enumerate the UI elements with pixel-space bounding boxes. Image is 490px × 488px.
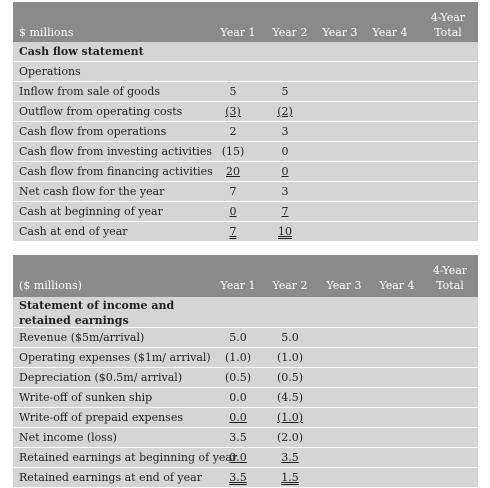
col-year-4: Year 4 — [372, 26, 408, 39]
col-year-1: Year 1 — [220, 279, 256, 292]
col-4-year: 4-Year — [430, 11, 466, 24]
row-label: Net income (loss) — [19, 431, 117, 444]
cell-year-2: (4.5) — [276, 391, 304, 404]
cell-year-1: (0.5) — [224, 371, 252, 384]
row-label: Cash flow from operations — [19, 125, 167, 138]
row-label: Retained earnings at beginning of year — [19, 451, 238, 464]
table-row: Inflow from sale of goods 5 5 — [13, 82, 478, 102]
row-label: Outflow from operating costs — [19, 105, 183, 118]
row-label: Inflow from sale of goods — [19, 85, 161, 98]
table-body: Statement of income and retained earning… — [13, 297, 478, 488]
table-row: Statement of income and retained earning… — [13, 297, 478, 328]
cell-year-1: 3.5 — [229, 431, 247, 444]
cell-year-1: 2 — [229, 125, 237, 138]
cell-year-1: 20 — [226, 165, 240, 178]
row-label: Retained earnings at end of year — [19, 471, 202, 484]
row-label: Cash at beginning of year — [19, 205, 163, 218]
cell-year-1: 0 — [229, 205, 237, 218]
cell-year-2: (1.0) — [276, 351, 304, 364]
row-label: Statement of income and retained earning… — [19, 299, 175, 327]
col-year-3: Year 3 — [326, 279, 362, 292]
row-label: Write-off of prepaid expenses — [19, 411, 183, 424]
table-row: Write-off of prepaid expenses 0.0 (1.0) — [13, 408, 478, 428]
table-row: Outflow from operating costs (3) (2) — [13, 102, 478, 122]
col-year-2: Year 2 — [272, 279, 308, 292]
row-label: Cash flow statement — [19, 45, 144, 58]
table-row: Cash flow from investing activities (15)… — [13, 142, 478, 162]
col-total: Total — [434, 26, 462, 39]
table-row: Net income (loss) 3.5 (2.0) — [13, 428, 478, 448]
table-header: ($ millions) Year 1 Year 2 Year 3 Year 4… — [13, 255, 478, 297]
col-year-4: Year 4 — [379, 279, 415, 292]
table-row: Retained earnings at end of year 3.5 1.5 — [13, 468, 478, 488]
col-year-2: Year 2 — [272, 26, 308, 39]
unit-label: $ millions — [19, 26, 74, 39]
cell-year-2: 1.5 — [281, 471, 299, 484]
cell-year-2: (2.0) — [276, 431, 304, 444]
table-row: Write-off of sunken ship 0.0 (4.5) — [13, 388, 478, 408]
col-total: Total — [436, 279, 464, 292]
cell-year-1: (15) — [221, 145, 245, 158]
table-row: Cash flow from operations 2 3 — [13, 122, 478, 142]
cell-year-2: (2) — [277, 105, 293, 118]
table-row: Retained earnings at beginning of year 0… — [13, 448, 478, 468]
cell-year-2: (1.0) — [276, 411, 304, 424]
table-body: Cash flow statement Operations Inflow fr… — [13, 42, 478, 242]
table-header: $ millions Year 1 Year 2 Year 3 Year 4 4… — [13, 2, 478, 42]
row-label: Cash flow from investing activities — [19, 145, 212, 158]
row-label: Revenue ($5m/arrival) — [19, 331, 145, 344]
table-row: Cash at end of year 7 10 — [13, 222, 478, 242]
cell-year-1: 0.0 — [229, 411, 247, 424]
row-label: Operations — [19, 65, 81, 78]
cell-year-1: (3) — [225, 105, 241, 118]
cell-year-2: 0 — [281, 145, 289, 158]
row-label: Cash flow from financing activities — [19, 165, 213, 178]
cell-year-2: (0.5) — [276, 371, 304, 384]
table-row: Cash at beginning of year 0 7 — [13, 202, 478, 222]
row-label: Net cash flow for the year — [19, 185, 165, 198]
cell-year-2: 5.0 — [281, 331, 299, 344]
row-label: Depreciation ($0.5m/ arrival) — [19, 371, 183, 384]
unit-label: ($ millions) — [19, 279, 82, 292]
table-row: Cash flow from financing activities 20 0 — [13, 162, 478, 182]
table-row: Depreciation ($0.5m/ arrival) (0.5) (0.5… — [13, 368, 478, 388]
cell-year-1: 0.0 — [229, 451, 247, 464]
cell-year-2: 5 — [281, 85, 289, 98]
cell-year-1: 7 — [229, 225, 237, 238]
table-row: Cash flow statement — [13, 42, 478, 62]
cell-year-2: 7 — [281, 205, 289, 218]
col-4-year: 4-Year — [432, 264, 468, 277]
cell-year-1: 3.5 — [229, 471, 247, 484]
cell-year-1: (1.0) — [224, 351, 252, 364]
cell-year-2: 3.5 — [281, 451, 299, 464]
cell-year-2: 0 — [281, 165, 289, 178]
income-statement-table: ($ millions) Year 1 Year 2 Year 3 Year 4… — [13, 255, 478, 488]
cell-year-1: 7 — [229, 185, 237, 198]
cell-year-2: 3 — [281, 125, 289, 138]
cell-year-2: 10 — [278, 225, 292, 238]
col-year-3: Year 3 — [322, 26, 358, 39]
row-label: Write-off of sunken ship — [19, 391, 153, 404]
cash-flow-table: $ millions Year 1 Year 2 Year 3 Year 4 4… — [13, 2, 478, 242]
cell-year-2: 3 — [281, 185, 289, 198]
table-row: Operations — [13, 62, 478, 82]
row-label: Cash at end of year — [19, 225, 128, 238]
table-row: Net cash flow for the year 7 3 — [13, 182, 478, 202]
cell-year-1: 5 — [229, 85, 237, 98]
cell-year-1: 0.0 — [229, 391, 247, 404]
col-year-1: Year 1 — [220, 26, 256, 39]
table-row: Operating expenses ($1m/ arrival) (1.0) … — [13, 348, 478, 368]
row-label: Operating expenses ($1m/ arrival) — [19, 351, 211, 364]
table-row: Revenue ($5m/arrival) 5.0 5.0 — [13, 328, 478, 348]
cell-year-1: 5.0 — [229, 331, 247, 344]
